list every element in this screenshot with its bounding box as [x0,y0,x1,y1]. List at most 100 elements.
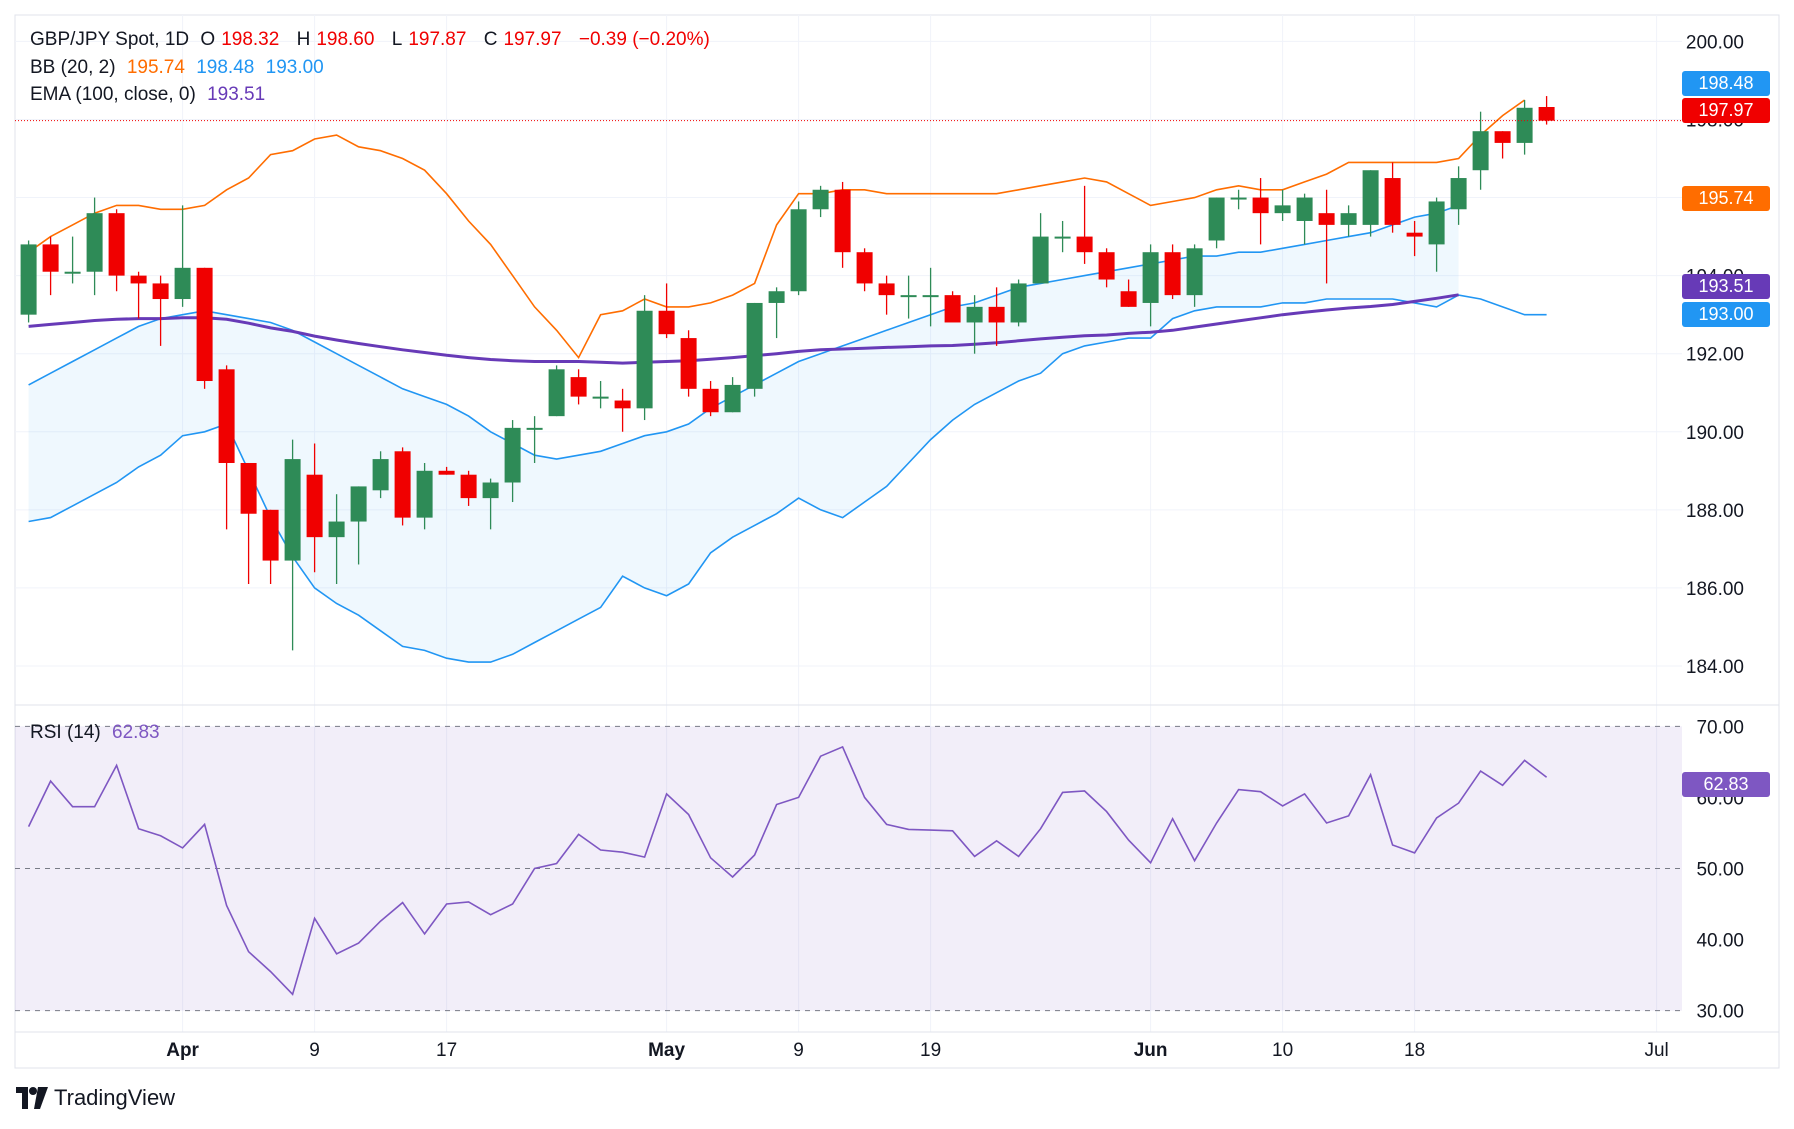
candle-up [548,369,565,417]
candle-down [658,310,675,335]
candle-up [746,302,763,389]
candle-up [328,521,345,538]
badge-bb-basis: 195.74 [1682,186,1770,211]
candle-down [680,338,697,389]
bb-lower-line [28,294,1547,663]
candle-up [416,470,433,518]
legend-h-value: 198.60 [316,29,375,50]
candle-up [482,482,499,499]
legend-l-value: 197.87 [408,29,467,50]
candle-down [240,462,257,514]
rsi-line [27,745,1548,996]
bb-basis-line [28,99,1526,360]
candle-down [306,474,323,538]
legend-rsi-value: 62.83 [112,722,160,743]
legend-symbol[interactable]: GBP/JPY Spot, 1D [30,29,190,50]
candle-down [108,213,125,276]
candle-up [350,486,367,522]
candle-up [1296,197,1313,221]
candle-up [504,427,521,483]
candle-up [1186,248,1203,296]
candle-down [834,189,851,253]
candle-down [1164,252,1181,296]
tradingview-brand[interactable]: TradingView [16,1083,175,1113]
candle-up [966,306,983,323]
candle-up [922,295,939,298]
legend-ema-value: 193.51 [207,84,266,105]
badge-bb-lower: 193.00 [1682,302,1770,327]
legend-rsi[interactable]: RSI (14) 62.83 [30,719,166,746]
rsi-tick-label: 40.00 [1696,931,1744,952]
candle-down [1384,178,1401,225]
legend-open: O 198.32 [200,29,285,50]
candle-up [724,384,741,413]
price-tick-label: 186.00 [1686,579,1744,600]
legend-close: C 197.97 [484,29,568,50]
candle-down [460,474,477,499]
candle-up [900,295,917,298]
candle-up [20,244,37,315]
candle-down [1120,291,1137,307]
rsi-tick-label: 30.00 [1696,1002,1744,1023]
time-tick-label: Jun [1134,1040,1168,1061]
legend-bb-lower: 193.00 [265,57,324,78]
candle-down [878,283,895,296]
candle-down [1098,252,1115,280]
legend-ema[interactable]: EMA (100, close, 0) 193.51 [30,81,271,108]
candle-up [86,213,103,272]
candle-up [636,310,653,409]
time-tick-label: Jul [1644,1040,1668,1061]
legend-bb-upper: 198.48 [196,57,255,78]
price-tick-label: 184.00 [1686,657,1744,678]
candle-up [592,396,609,399]
legend-bb[interactable]: BB (20, 2) 195.74 198.48 193.00 [30,54,330,81]
legend-l-label: L [391,29,403,50]
legend-ohlc: GBP/JPY Spot, 1D O 198.32 H 198.60 L 197.87… [30,26,716,53]
candle-down [218,369,235,463]
legend-change: −0.39 (−0.20%) [578,29,710,50]
candle-up [1340,213,1357,225]
candle-up [812,189,829,210]
bb-band-fill [28,205,1459,663]
candle-down [438,470,455,475]
legend-bb-label: BB (20, 2) [30,57,116,78]
candle-up [1472,131,1489,171]
time-tick-label: 9 [309,1040,320,1061]
legend-ema-label: EMA (100, close, 0) [30,84,196,105]
legend-bb-basis: 195.74 [126,57,185,78]
legend-low: L 197.87 [392,29,473,50]
candle-down [1538,106,1555,121]
candle-up [372,459,389,491]
brand-name: TradingView [54,1085,176,1110]
candle-down [152,283,169,300]
legend-o-label: O [200,29,216,50]
legend-high: H 198.60 [297,29,381,50]
time-tick-label: 18 [1404,1040,1425,1061]
time-tick-label: 9 [793,1040,804,1061]
candle-down [42,244,59,272]
candle-up [1142,252,1159,303]
candle-up [1208,197,1225,241]
candle-up [1428,201,1445,245]
candle-down [262,509,279,561]
candle-down [196,267,213,382]
candle-down [394,451,411,518]
candle-up [1230,197,1247,200]
badge-rsi: 62.83 [1682,772,1770,797]
candle-up [1362,170,1379,225]
legend-rsi-label: RSI (14) [30,722,101,743]
badge-ema: 193.51 [1682,274,1770,299]
tradingview-logo-icon [16,1087,48,1109]
candle-up [1032,236,1049,284]
ema-line [28,293,1459,365]
time-tick-label: 10 [1272,1040,1293,1061]
time-tick-label: 17 [436,1040,457,1061]
candle-up [790,209,807,292]
candle-up [174,267,191,300]
candle-down [570,377,587,397]
time-tick-label: Apr [166,1040,199,1061]
legend-c-value: 197.97 [503,29,562,50]
candle-down [614,400,631,409]
